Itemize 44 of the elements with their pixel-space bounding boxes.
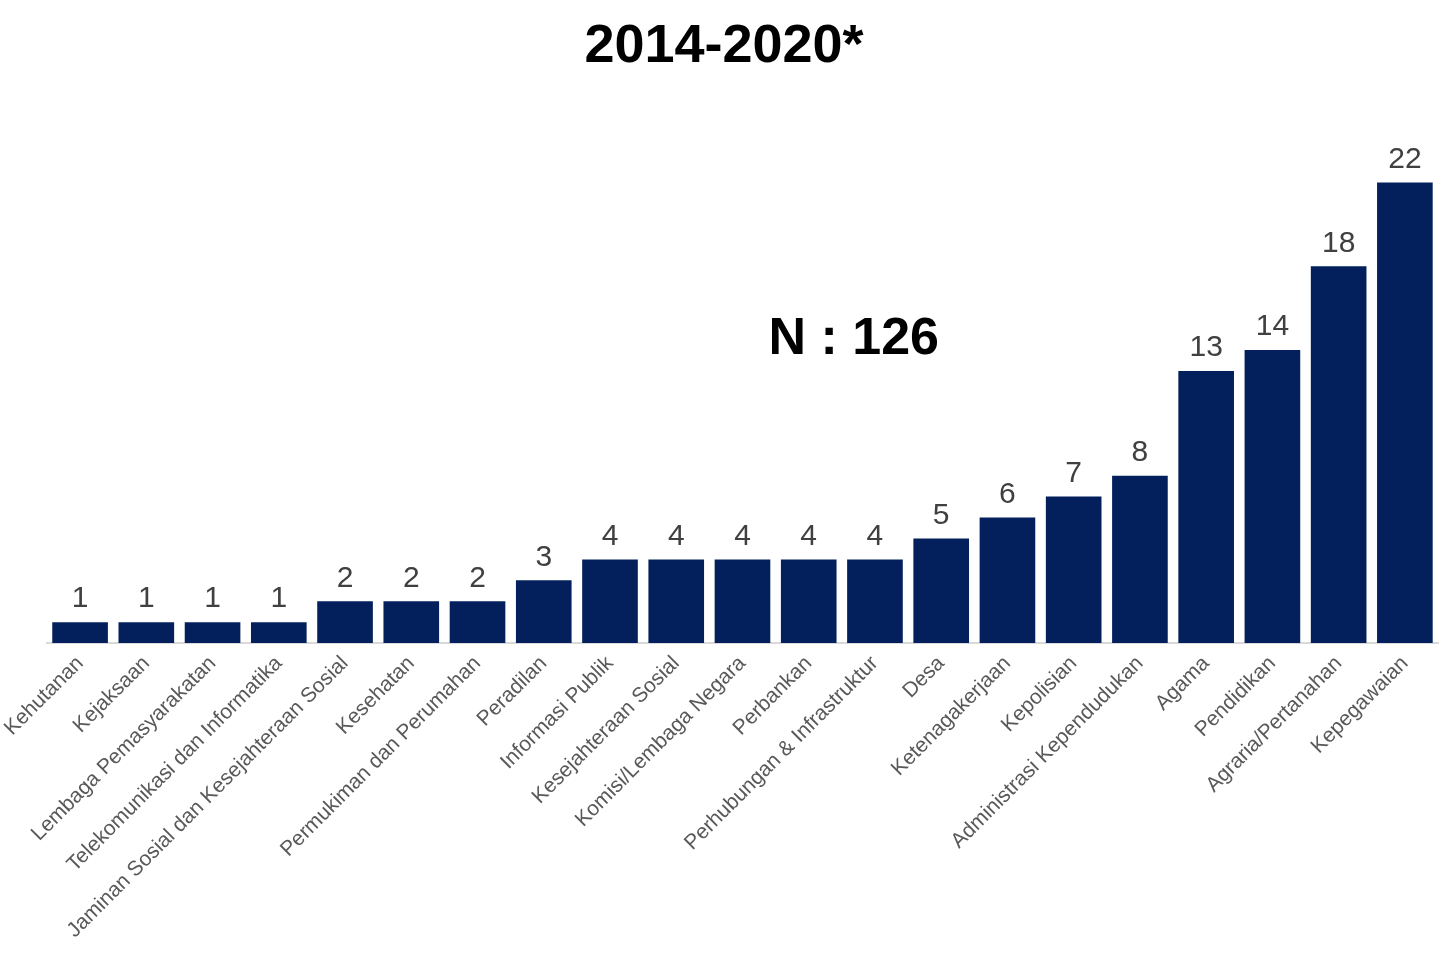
data-label: 2 [336, 559, 354, 593]
bar [1112, 475, 1168, 644]
data-label: 1 [270, 580, 288, 614]
bar [449, 601, 506, 644]
data-label: 14 [1255, 308, 1290, 342]
bar [383, 601, 440, 644]
bar [515, 580, 572, 644]
bar [1244, 350, 1301, 644]
data-label: 3 [535, 538, 553, 572]
bar [913, 538, 970, 644]
data-label: 4 [800, 517, 818, 551]
bar [317, 601, 373, 644]
bar [184, 622, 241, 644]
bar [582, 559, 638, 644]
bar [847, 559, 903, 644]
bar [1178, 371, 1234, 644]
bar [1045, 496, 1102, 644]
data-label: 1 [71, 580, 89, 614]
data-label: 2 [469, 559, 486, 593]
bar [1310, 266, 1367, 644]
data-label: 8 [1131, 433, 1149, 467]
data-label: 7 [1065, 454, 1083, 488]
data-label: 1 [137, 580, 155, 614]
data-label: 18 [1321, 224, 1356, 258]
bar [979, 517, 1036, 644]
data-label: 4 [734, 517, 751, 551]
chart-title: 2014-2020* [584, 13, 864, 74]
bar [1377, 182, 1433, 644]
data-label: 22 [1388, 140, 1422, 174]
bar [250, 622, 307, 644]
bar [648, 559, 705, 644]
bar [714, 559, 771, 644]
data-label: 4 [601, 517, 619, 551]
bar [118, 622, 175, 644]
data-label: 1 [204, 580, 221, 614]
bar [52, 622, 108, 644]
bar [780, 559, 837, 644]
data-label: 5 [932, 496, 950, 530]
data-label: 2 [402, 559, 420, 593]
data-label: 4 [667, 517, 685, 551]
annotation: N : 126 [768, 306, 940, 365]
data-label: 13 [1189, 329, 1223, 363]
data-label: 6 [999, 475, 1016, 509]
data-label: 4 [866, 517, 884, 551]
